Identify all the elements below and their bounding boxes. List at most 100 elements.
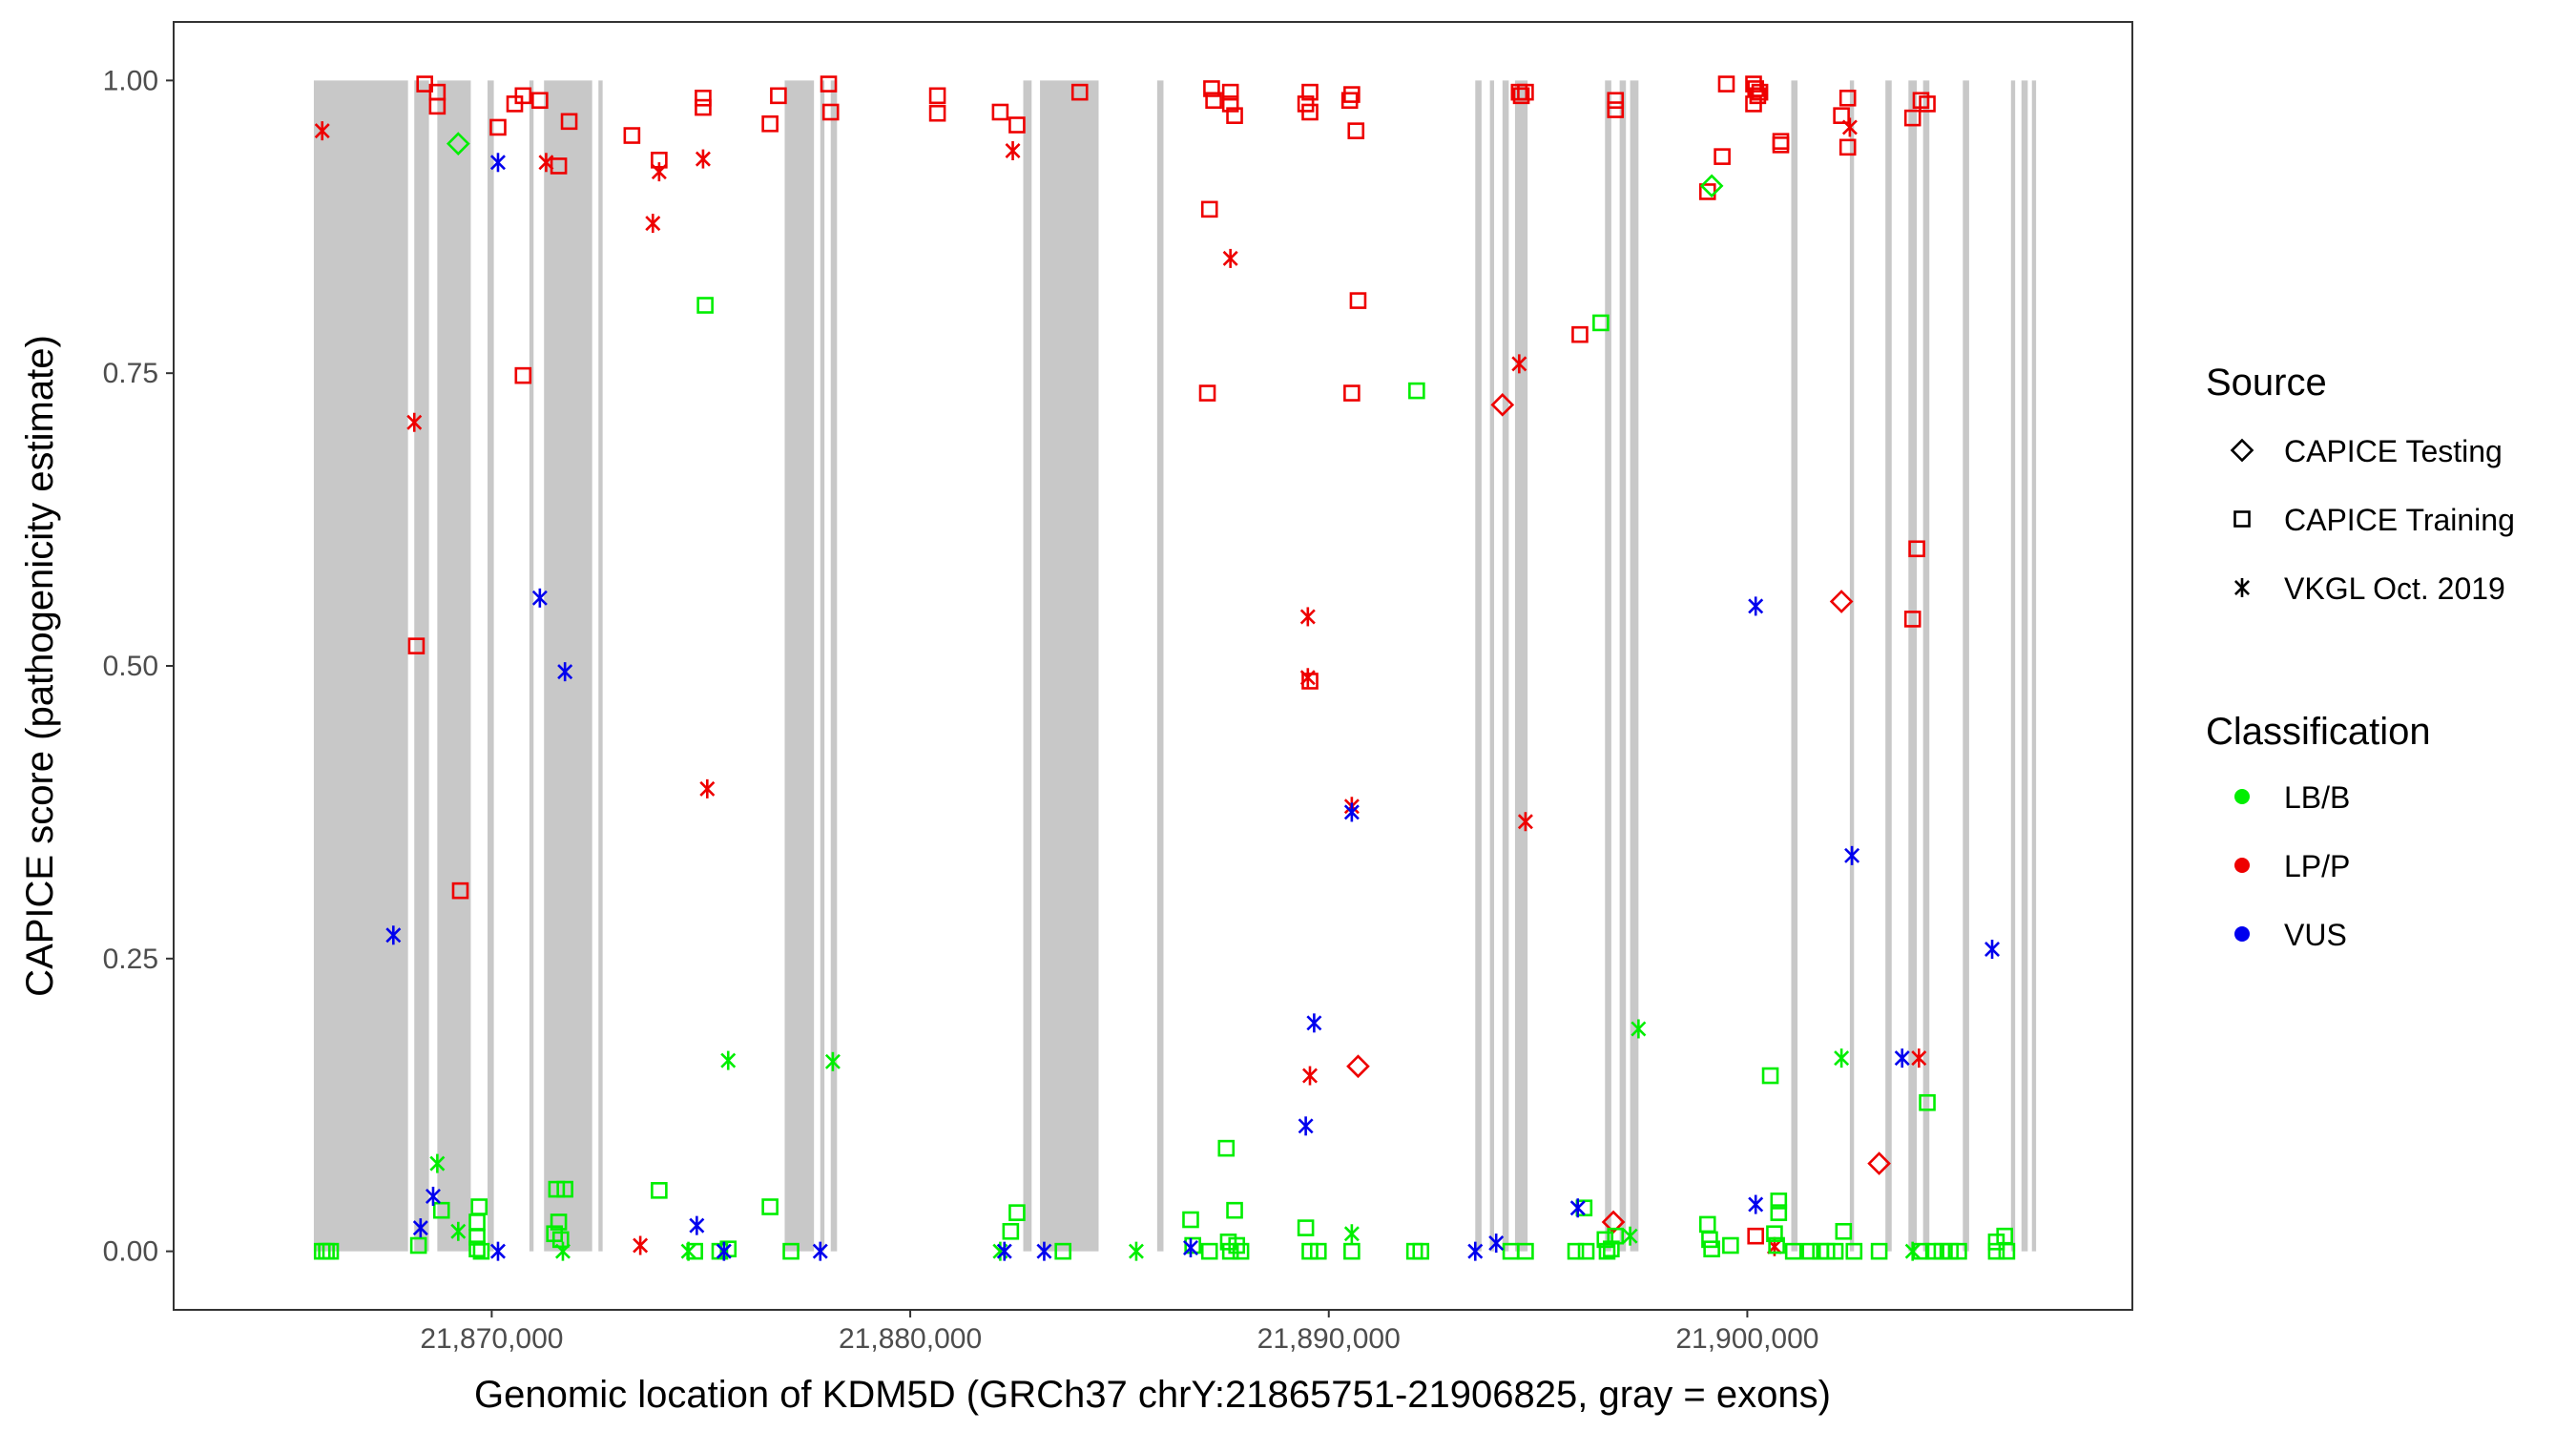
legend-source-title: Source [2206, 362, 2327, 404]
data-point [489, 153, 506, 173]
exon-band [1791, 80, 1798, 1252]
data-point [489, 1241, 506, 1261]
y-tick-label: 0.00 [103, 1236, 158, 1268]
data-point [1490, 392, 1515, 417]
data-point [1008, 116, 1026, 134]
y-axis-title: CAPICE score (pathogenicity estimate) [19, 335, 61, 997]
legend-classification-item: LB/B [2234, 780, 2350, 815]
data-point [1517, 83, 1534, 101]
data-point [1894, 1048, 1910, 1068]
data-point [720, 1050, 737, 1070]
data-point [1203, 80, 1220, 97]
exon-band [1922, 80, 1930, 1252]
y-tick-label: 0.50 [103, 651, 158, 682]
data-point [1919, 95, 1936, 113]
exon-band [1156, 80, 1164, 1252]
data-point [1488, 1234, 1505, 1254]
data-point [409, 1236, 427, 1255]
exon-band-layer [313, 80, 2037, 1252]
data-point [407, 637, 426, 654]
exon-band [2031, 80, 2037, 1252]
data-point [699, 778, 716, 798]
data-point [716, 1241, 732, 1261]
data-point [1200, 200, 1218, 218]
data-point [1184, 1236, 1201, 1255]
data-point [1302, 1066, 1318, 1086]
data-point [531, 588, 548, 608]
data-point [451, 881, 469, 900]
data-point [1766, 1225, 1783, 1243]
data-point [1343, 384, 1361, 402]
y-axis: 0.00 0.25 0.50 0.75 1.00 [103, 65, 174, 1268]
exon-band [1908, 80, 1918, 1252]
exon-band [598, 80, 603, 1252]
data-point [1722, 1236, 1739, 1255]
legend-classification-label: LP/P [2284, 849, 2350, 883]
data-point [472, 1242, 490, 1260]
legend-key-square [2233, 510, 2251, 528]
data-point [1748, 1194, 1764, 1214]
exon-band [1040, 80, 1099, 1252]
data-point [1343, 1242, 1361, 1260]
data-point [385, 925, 402, 945]
data-point [1607, 92, 1625, 110]
data-point [1867, 1151, 1891, 1175]
data-point [1912, 1242, 1930, 1260]
exon-band [529, 80, 534, 1252]
data-point [1845, 1242, 1863, 1260]
data-point [1770, 1204, 1788, 1221]
data-point [1714, 148, 1731, 165]
data-point [550, 157, 568, 175]
data-point [1607, 1227, 1625, 1245]
data-point [1622, 1226, 1638, 1246]
data-point [1839, 89, 1857, 107]
data-point [1833, 107, 1850, 124]
data-point [782, 1242, 800, 1260]
x-axis: 21,870,000 21,880,000 21,890,000 21,900,000 [420, 1310, 1818, 1355]
legend-source-label: VKGL Oct. 2019 [2284, 571, 2505, 606]
data-point [1747, 1227, 1764, 1245]
legend-source-item: CAPICE Testing [2230, 434, 2503, 468]
data-point [1349, 292, 1367, 309]
data-point [1036, 1241, 1052, 1261]
data-point [314, 121, 330, 141]
legend-classification-item: VUS [2234, 918, 2347, 952]
legend-classification-label: LB/B [2284, 780, 2350, 815]
exon-band [2021, 80, 2028, 1252]
data-point [1511, 354, 1527, 374]
exon-band [1963, 80, 1969, 1252]
data-point [1801, 1242, 1819, 1260]
legend-color-dot [2234, 789, 2250, 804]
exon-band [414, 80, 429, 1252]
data-point [770, 87, 787, 105]
data-point [1340, 92, 1359, 110]
data-point [1784, 1242, 1802, 1260]
data-point [695, 149, 711, 169]
data-point [1603, 1240, 1620, 1257]
legend-color-dot [2234, 926, 2250, 942]
data-point [633, 1235, 649, 1255]
data-point [623, 127, 641, 144]
data-point [1309, 1242, 1327, 1260]
data-point [1517, 812, 1533, 832]
data-point [1751, 83, 1769, 101]
data-point [1701, 1231, 1718, 1249]
data-point [429, 1153, 446, 1173]
data-point [1592, 314, 1610, 332]
x-tick-label: 21,870,000 [420, 1323, 563, 1355]
exon-band [1605, 80, 1611, 1252]
data-point [651, 162, 667, 182]
data-point [1232, 1242, 1250, 1260]
data-point [1908, 540, 1925, 558]
x-tick-label: 21,900,000 [1675, 1323, 1818, 1355]
data-point [1911, 1048, 1927, 1068]
data-point [1222, 248, 1238, 268]
data-point [821, 103, 840, 121]
data-point [1200, 1242, 1218, 1260]
data-point [1950, 1242, 1967, 1260]
legend-source-label: CAPICE Testing [2284, 434, 2503, 468]
data-point [1984, 940, 2001, 959]
data-point [1512, 87, 1530, 105]
data-point [645, 214, 661, 234]
data-point [1903, 109, 1922, 127]
